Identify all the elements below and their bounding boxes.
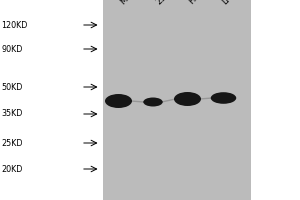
Text: 293T: 293T — [154, 0, 175, 6]
Text: 25KD: 25KD — [2, 138, 23, 148]
Text: 50KD: 50KD — [2, 83, 23, 92]
Text: Liver: Liver — [220, 0, 241, 6]
Text: HepG2: HepG2 — [187, 0, 214, 6]
Ellipse shape — [174, 92, 201, 106]
Ellipse shape — [143, 98, 163, 106]
Text: 20KD: 20KD — [2, 164, 23, 173]
Text: 90KD: 90KD — [2, 45, 23, 53]
Ellipse shape — [211, 92, 236, 104]
Text: MCF-7: MCF-7 — [118, 0, 143, 6]
Bar — [103, 0, 250, 200]
Text: 35KD: 35KD — [2, 110, 23, 118]
Ellipse shape — [105, 94, 132, 108]
Text: 120KD: 120KD — [2, 21, 28, 29]
